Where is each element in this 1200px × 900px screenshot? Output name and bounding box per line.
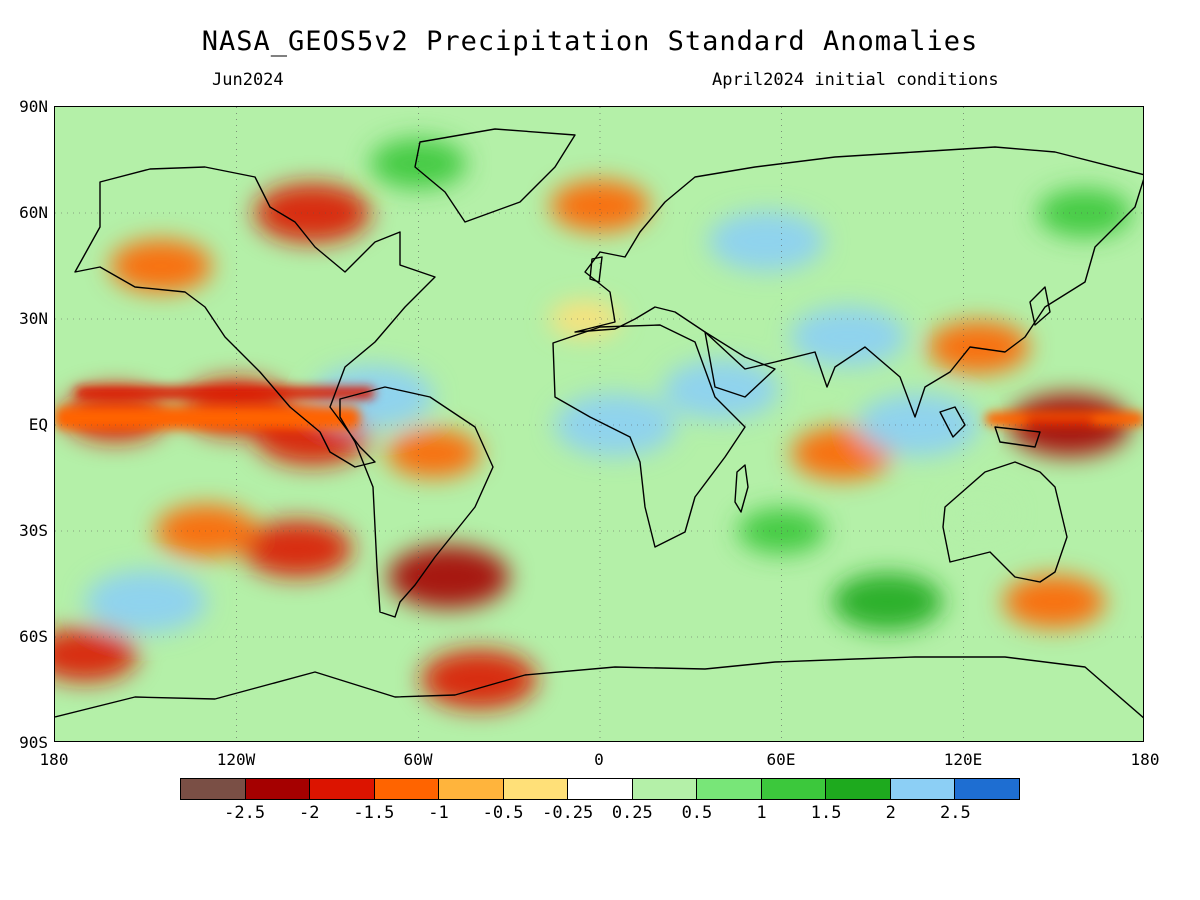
graticule xyxy=(55,107,1143,741)
colorbar xyxy=(180,778,1020,800)
dry-anomaly xyxy=(386,428,481,478)
colorbar-label: -0.25 xyxy=(542,803,594,823)
colorbar-label: -2 xyxy=(298,803,320,823)
colorbar-box xyxy=(761,779,827,799)
lon-label-120w: 120W xyxy=(216,750,256,769)
coast-australia xyxy=(942,461,1068,583)
chart-title: NASA_GEOS5v2 Precipitation Standard Anom… xyxy=(201,26,979,57)
lon-label-60e: 60E xyxy=(766,750,796,769)
coast-greenland xyxy=(414,128,576,223)
colorbar-box xyxy=(955,779,1019,799)
colorbar-label: -1 xyxy=(428,803,449,823)
wet-anomaly xyxy=(857,393,979,457)
wet-anomaly xyxy=(944,495,1013,532)
equatorial-anomaly-band xyxy=(55,407,360,429)
equatorial-anomaly-band xyxy=(1025,417,1095,425)
lat-label-30n: 30N xyxy=(19,309,48,328)
colorbar-box xyxy=(697,779,762,799)
wet-anomaly xyxy=(790,306,907,367)
colorbar-box xyxy=(568,779,633,799)
lon-label-60w: 60W xyxy=(403,750,433,769)
colorbar-label: 1 xyxy=(756,803,767,823)
coast-japan xyxy=(1029,286,1051,326)
dry-anomaly xyxy=(549,300,621,338)
initial-conditions: April2024 initial conditions xyxy=(712,70,999,90)
wet-anomaly xyxy=(554,393,676,457)
lon-label-120e: 120E xyxy=(943,750,983,769)
equatorial-anomaly-band xyxy=(75,387,375,399)
coast-arabia xyxy=(704,331,776,398)
coast-new-guinea xyxy=(994,426,1041,448)
colorbar-label: -0.5 xyxy=(482,803,524,823)
dry-anomaly xyxy=(55,627,138,682)
coast-uk xyxy=(589,256,603,283)
coastlines xyxy=(55,128,1143,719)
lat-label-eq: EQ xyxy=(28,415,48,434)
coast-borneo xyxy=(939,406,966,438)
colorbar-box xyxy=(632,779,698,799)
colorbar-box xyxy=(826,779,891,799)
colorbar-box xyxy=(181,779,246,799)
wet-anomaly xyxy=(832,573,943,631)
colorbar-label: -2.5 xyxy=(224,803,266,823)
wet-anomaly xyxy=(370,138,467,189)
dry-anomaly xyxy=(927,320,1030,374)
dry-anomaly xyxy=(550,180,650,232)
colorbar-label: 0.5 xyxy=(681,803,713,823)
lat-label-60s: 60S xyxy=(19,627,48,646)
colorbar-box xyxy=(310,779,375,799)
dry-anomaly xyxy=(420,649,537,710)
colorbar-label: -1.5 xyxy=(353,803,395,823)
colorbar-label: 2.5 xyxy=(940,803,971,823)
colorbar-box xyxy=(890,779,956,799)
map-panel xyxy=(54,106,1144,742)
dry-anomaly xyxy=(1003,575,1106,629)
anomaly-map xyxy=(55,107,1143,741)
lat-label-60n: 60N xyxy=(19,203,48,222)
dry-anomaly xyxy=(254,183,371,243)
lon-label-180e: 180 xyxy=(1130,750,1160,769)
wet-anomaly xyxy=(1037,188,1132,238)
coast-south-america xyxy=(339,386,494,618)
lat-label-30s: 30S xyxy=(19,521,48,540)
dry-anomaly xyxy=(155,504,258,558)
lat-label-90n: 90N xyxy=(19,97,48,116)
wet-anomaly xyxy=(85,570,207,634)
coast-north-america xyxy=(74,166,436,468)
colorbar-label: 1.5 xyxy=(810,803,842,823)
dry-anomaly xyxy=(109,239,212,293)
coast-madagascar xyxy=(734,464,749,513)
coast-antarctica xyxy=(55,656,1143,719)
forecast-month: Jun2024 xyxy=(212,70,284,90)
lon-label-180w: 180 xyxy=(39,750,69,769)
colorbar-box xyxy=(245,779,311,799)
lon-label-0: 0 xyxy=(594,750,604,769)
lat-label-90s: 90S xyxy=(19,733,48,752)
colorbar-label: 2 xyxy=(885,803,896,823)
wet-anomaly xyxy=(708,211,825,272)
dry-anomaly xyxy=(242,520,353,578)
dry-anomaly xyxy=(387,545,510,609)
colorbar-box xyxy=(503,779,569,799)
colorbar-label: 0.25 xyxy=(611,803,653,823)
colorbar-box xyxy=(374,779,440,799)
colorbar-box xyxy=(439,779,504,799)
coast-africa xyxy=(552,324,746,548)
